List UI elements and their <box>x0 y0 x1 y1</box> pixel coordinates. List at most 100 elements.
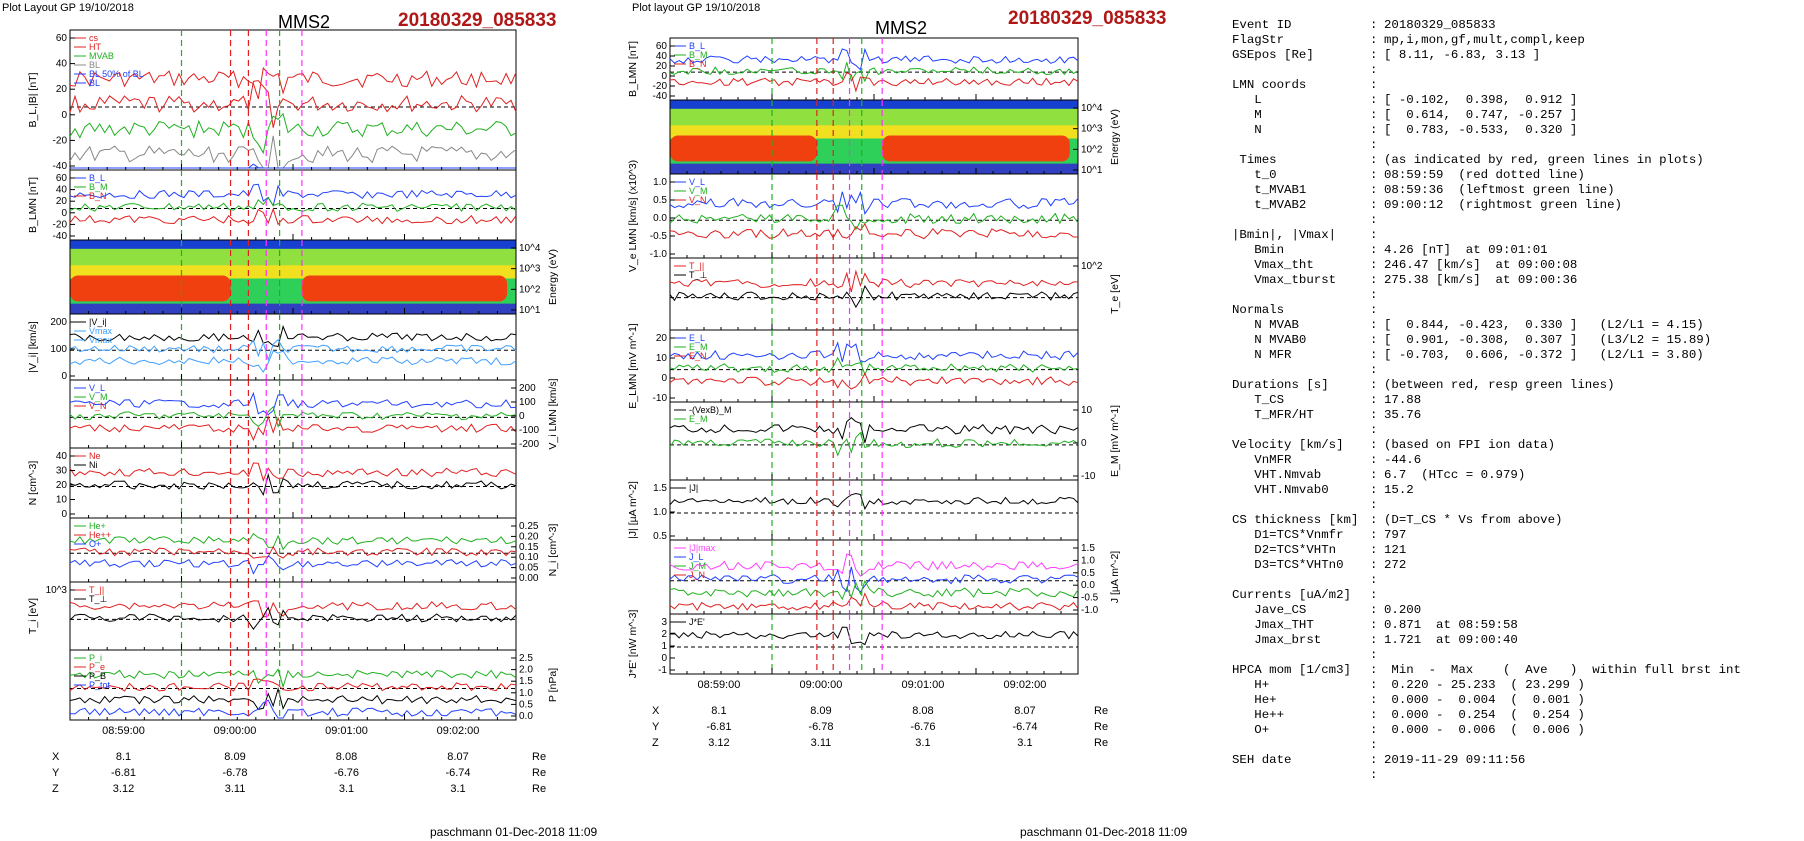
summary-separator: : <box>1370 393 1378 407</box>
summary-value: 275.38 [km/s] at 09:00:36 <box>1384 273 1578 287</box>
coord-row-label: Z <box>652 737 659 749</box>
time-tick-label: 09:02:00 <box>437 725 480 737</box>
legend-label: Ni <box>89 460 98 470</box>
trace-3 <box>69 686 517 710</box>
y-tick-label: -40 <box>53 161 68 172</box>
middle-header-left: Plot layout GP 19/10/2018 <box>632 2 760 14</box>
left-probe-title: MMS2 <box>278 12 330 32</box>
spectrogram-mid-band <box>670 108 1078 126</box>
y-tick-label: 20 <box>56 480 68 491</box>
legend-label: V_M <box>689 186 708 196</box>
left-footer: paschmann 01-Dec-2018 11:09 <box>430 825 598 839</box>
coord-value: -6.74 <box>1012 721 1037 733</box>
summary-separator: : <box>1370 753 1378 767</box>
summary-label: Normals <box>1232 303 1285 317</box>
y-axis-label: N [cm^-3] <box>27 461 39 506</box>
time-tick-label: 08:59:00 <box>698 679 741 691</box>
summary-label: LMN coords <box>1232 78 1307 92</box>
y-tick-label: -40 <box>653 91 668 102</box>
middle-footer: paschmann 01-Dec-2018 11:09 <box>1020 825 1188 839</box>
summary-label: SEH date <box>1232 753 1292 767</box>
y-tick-label: 40 <box>56 185 68 196</box>
middle-coordinate-table: X 8.1 8.09 8.08 8.07 Re Y -6.81 -6.78 -6.76 -6.74 R… <box>652 705 1108 749</box>
y-tick-label: 0.5 <box>653 195 667 206</box>
coord-unit: Re <box>1094 737 1108 749</box>
legend-label: O+ <box>89 539 101 549</box>
time-tick-label: 08:59:00 <box>102 725 145 737</box>
summary-separator: : <box>1370 663 1378 677</box>
coord-value: -6.78 <box>808 721 833 733</box>
y-tick-label: 40 <box>656 51 668 62</box>
summary-separator: : <box>1370 333 1378 347</box>
trace-1 <box>669 626 1079 646</box>
y-axis-label: B_L,|B| [nT] <box>27 72 39 127</box>
summary-separator: : <box>1370 513 1378 527</box>
coord-value: -6.76 <box>334 767 359 779</box>
y-axis-label: T_e [eV] <box>1109 274 1121 314</box>
summary-separator: : <box>1370 63 1378 77</box>
y-axis-label: V_e LMN [km/s] (x10^3) <box>627 160 639 272</box>
summary-separator: : <box>1370 108 1378 122</box>
panel-frame <box>669 37 1079 101</box>
y-tick-label-right: 0.25 <box>519 521 539 532</box>
y-tick-label-right: 10^1 <box>1081 165 1103 176</box>
legend-label: BL 50% of BL <box>89 69 144 79</box>
y-tick-label: -1.0 <box>650 249 668 260</box>
y-tick-label: 10^3 <box>46 585 68 596</box>
summary-label: D3=TCS*VHTn0 <box>1232 558 1344 572</box>
legend-label: B_M <box>689 50 708 60</box>
summary-label: N MFR <box>1232 348 1292 362</box>
coord-unit: Re <box>532 767 546 779</box>
legend-label: |J|max <box>689 543 716 553</box>
y-tick-label-right: 10^2 <box>1081 261 1103 272</box>
trace-1 <box>69 391 517 416</box>
trace-2 <box>669 62 1079 83</box>
summary-value: -44.6 <box>1384 453 1422 467</box>
y-tick-label-right: 10^4 <box>1081 103 1103 114</box>
summary-separator: : <box>1370 693 1378 707</box>
summary-separator: : <box>1370 708 1378 722</box>
y-tick-label: -1 <box>658 665 667 676</box>
y-axis-label: B_LMN [nT] <box>627 41 639 97</box>
legend-label: P_B <box>89 671 106 681</box>
summary-separator: : <box>1370 633 1378 647</box>
summary-value: 1.721 at 09:00:40 <box>1384 633 1518 647</box>
legend-label: V_L <box>89 383 105 393</box>
y-tick-label: 0 <box>61 509 67 520</box>
summary-separator: : <box>1370 483 1378 497</box>
spectrogram-high-energy-band <box>670 100 1078 109</box>
legend-label: |J| <box>689 483 698 493</box>
y-tick-label-right: 10^3 <box>1081 124 1103 135</box>
trace-2 <box>69 338 517 362</box>
legend-label: Ne <box>89 451 101 461</box>
summary-label: O+ <box>1232 723 1270 737</box>
coord-unit: Re <box>532 751 546 763</box>
legend-label: P_i <box>89 653 102 663</box>
legend-label: B_N <box>89 191 107 201</box>
legend-label: He++ <box>89 530 111 540</box>
summary-separator: : <box>1370 18 1378 32</box>
y-tick-label: 20 <box>56 196 68 207</box>
summary-separator: : <box>1370 453 1378 467</box>
spectrogram-mid-band <box>70 248 516 266</box>
summary-label: He++ <box>1232 708 1285 722</box>
trace-3 <box>69 414 517 442</box>
y-tick-label: -10 <box>653 393 668 404</box>
summary-value: 6.7 (HTcc = 0.979) <box>1384 468 1526 482</box>
summary-separator: : <box>1370 723 1378 737</box>
y-tick-label-right: -200 <box>519 439 539 450</box>
summary-separator: : <box>1370 618 1378 632</box>
y-tick-label: 200 <box>50 317 67 328</box>
y-tick-label-right: 10^2 <box>519 284 541 295</box>
summary-value: 08:59:36 (leftmost green line) <box>1384 183 1615 197</box>
legend-label: |V_i| <box>89 317 107 327</box>
y-tick-label: 20 <box>56 84 68 95</box>
y-tick-label: -20 <box>53 219 68 230</box>
panel-8: T_||T_⊥ 10^3 T_i [eV] <box>27 581 517 651</box>
coord-value: -6.74 <box>445 767 470 779</box>
summary-separator: : <box>1370 243 1378 257</box>
y-tick-label: 100 <box>50 344 67 355</box>
